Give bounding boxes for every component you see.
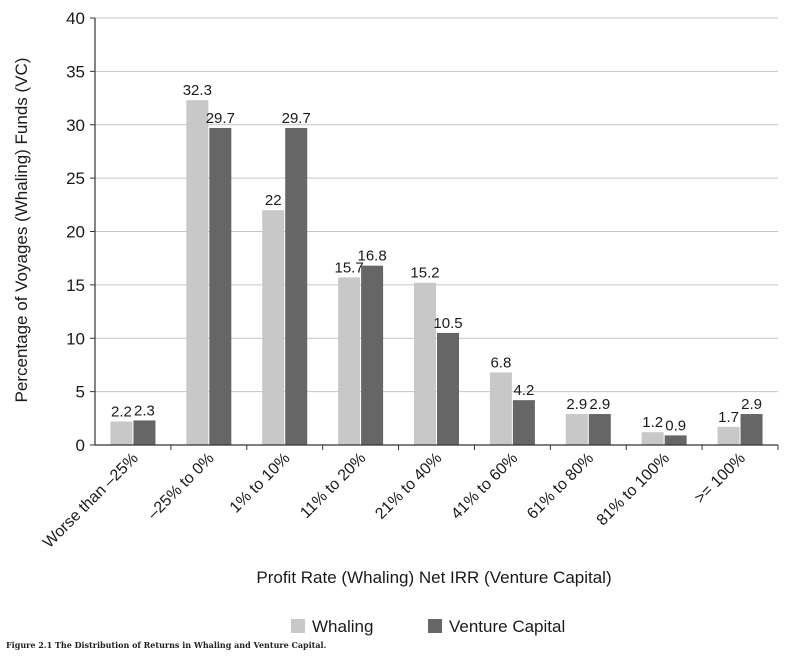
- data-label: 29.7: [282, 110, 311, 127]
- bar-venture-capital: [664, 435, 687, 445]
- data-label: 2.3: [134, 402, 155, 419]
- data-label: 2.2: [111, 404, 132, 421]
- bar-whaling: [110, 421, 133, 445]
- legend-swatch: [428, 619, 442, 633]
- y-tick-label: 35: [66, 62, 85, 81]
- data-label: 6.8: [490, 354, 511, 371]
- bars: [110, 100, 763, 445]
- bar-whaling: [717, 426, 740, 445]
- gridlines: [95, 17, 778, 393]
- axes: 0 5 10 15 20 25 30 35 40 Worse than –25% –25% to 0…: [40, 9, 779, 552]
- x-tick-label: 11% to 20%: [297, 450, 369, 522]
- bar-chart: 2.2 2.332.329.72229.715.716.815.210.56.84…: [12, 9, 779, 636]
- bar-venture-capital: [361, 265, 384, 445]
- x-tick-label: 41% to 60%: [448, 450, 521, 523]
- bar-whaling: [489, 372, 512, 445]
- y-tick-label: 20: [66, 223, 85, 242]
- bar-venture-capital: [588, 414, 611, 445]
- y-tick-label: 10: [66, 329, 85, 348]
- y-tick-label: 40: [66, 9, 85, 28]
- bar-venture-capital: [133, 420, 156, 445]
- data-label: 2.9: [589, 396, 610, 413]
- data-label: 1.2: [642, 414, 663, 431]
- x-tick-label: 61% to 80%: [524, 450, 597, 523]
- bar-whaling: [262, 210, 285, 445]
- x-tick-label: –25% to 0%: [145, 450, 218, 523]
- data-label: 2.9: [566, 396, 587, 413]
- data-label: 32.3: [183, 82, 212, 99]
- x-tick-label: >= 100%: [692, 450, 749, 507]
- bar-venture-capital: [740, 414, 763, 445]
- y-axis-label: Percentage of Voyages (Whaling) Funds (V…: [12, 58, 31, 403]
- bar-whaling: [414, 282, 436, 445]
- legend-label: Whaling: [312, 617, 373, 636]
- bar-venture-capital: [285, 127, 308, 445]
- data-label: 0.9: [665, 417, 686, 434]
- data-label: 10.5: [433, 315, 462, 332]
- legend: Whaling Venture Capital: [291, 617, 565, 636]
- data-label: 2.9: [741, 396, 762, 413]
- x-tick-label: 21% to 40%: [372, 450, 445, 523]
- data-labels: 2.2 2.3 32.3 29.7 22 29.7 15.716.8 15.2 10.5 6.84…: [111, 82, 762, 434]
- x-tick-label: 1% to 10%: [227, 450, 294, 517]
- bar-whaling: [565, 414, 588, 445]
- legend-label: Venture Capital: [449, 617, 565, 636]
- bar-whaling: [641, 432, 664, 445]
- data-label: 29.7: [206, 110, 235, 127]
- y-tick-label: 30: [66, 116, 85, 135]
- data-label: 15.2: [410, 265, 439, 282]
- bar-venture-capital: [437, 332, 459, 445]
- x-tick-label: Worse than –25%: [40, 450, 142, 552]
- data-label: 22: [265, 192, 282, 209]
- x-tick-label: 81% to 100%: [594, 450, 673, 529]
- y-tick-label: 5: [76, 383, 85, 402]
- bar-whaling: [186, 100, 209, 445]
- y-tick-label: 15: [66, 276, 85, 295]
- y-tick-label: 25: [66, 169, 85, 188]
- bar-whaling: [338, 277, 361, 445]
- data-label: 15.7: [335, 259, 364, 276]
- legend-swatch: [291, 619, 305, 633]
- data-label: 16.8: [358, 248, 387, 265]
- figure-caption: Figure 2.1 The Distribution of Returns i…: [6, 640, 327, 650]
- x-axis-label: Profit Rate (Whaling) Net IRR (Venture C…: [256, 568, 611, 587]
- bar-venture-capital: [209, 127, 232, 445]
- data-label: 4.2: [513, 382, 534, 399]
- y-tick-label: 0: [76, 436, 85, 455]
- data-label: 1.7: [718, 409, 739, 426]
- bar-venture-capital: [512, 400, 535, 445]
